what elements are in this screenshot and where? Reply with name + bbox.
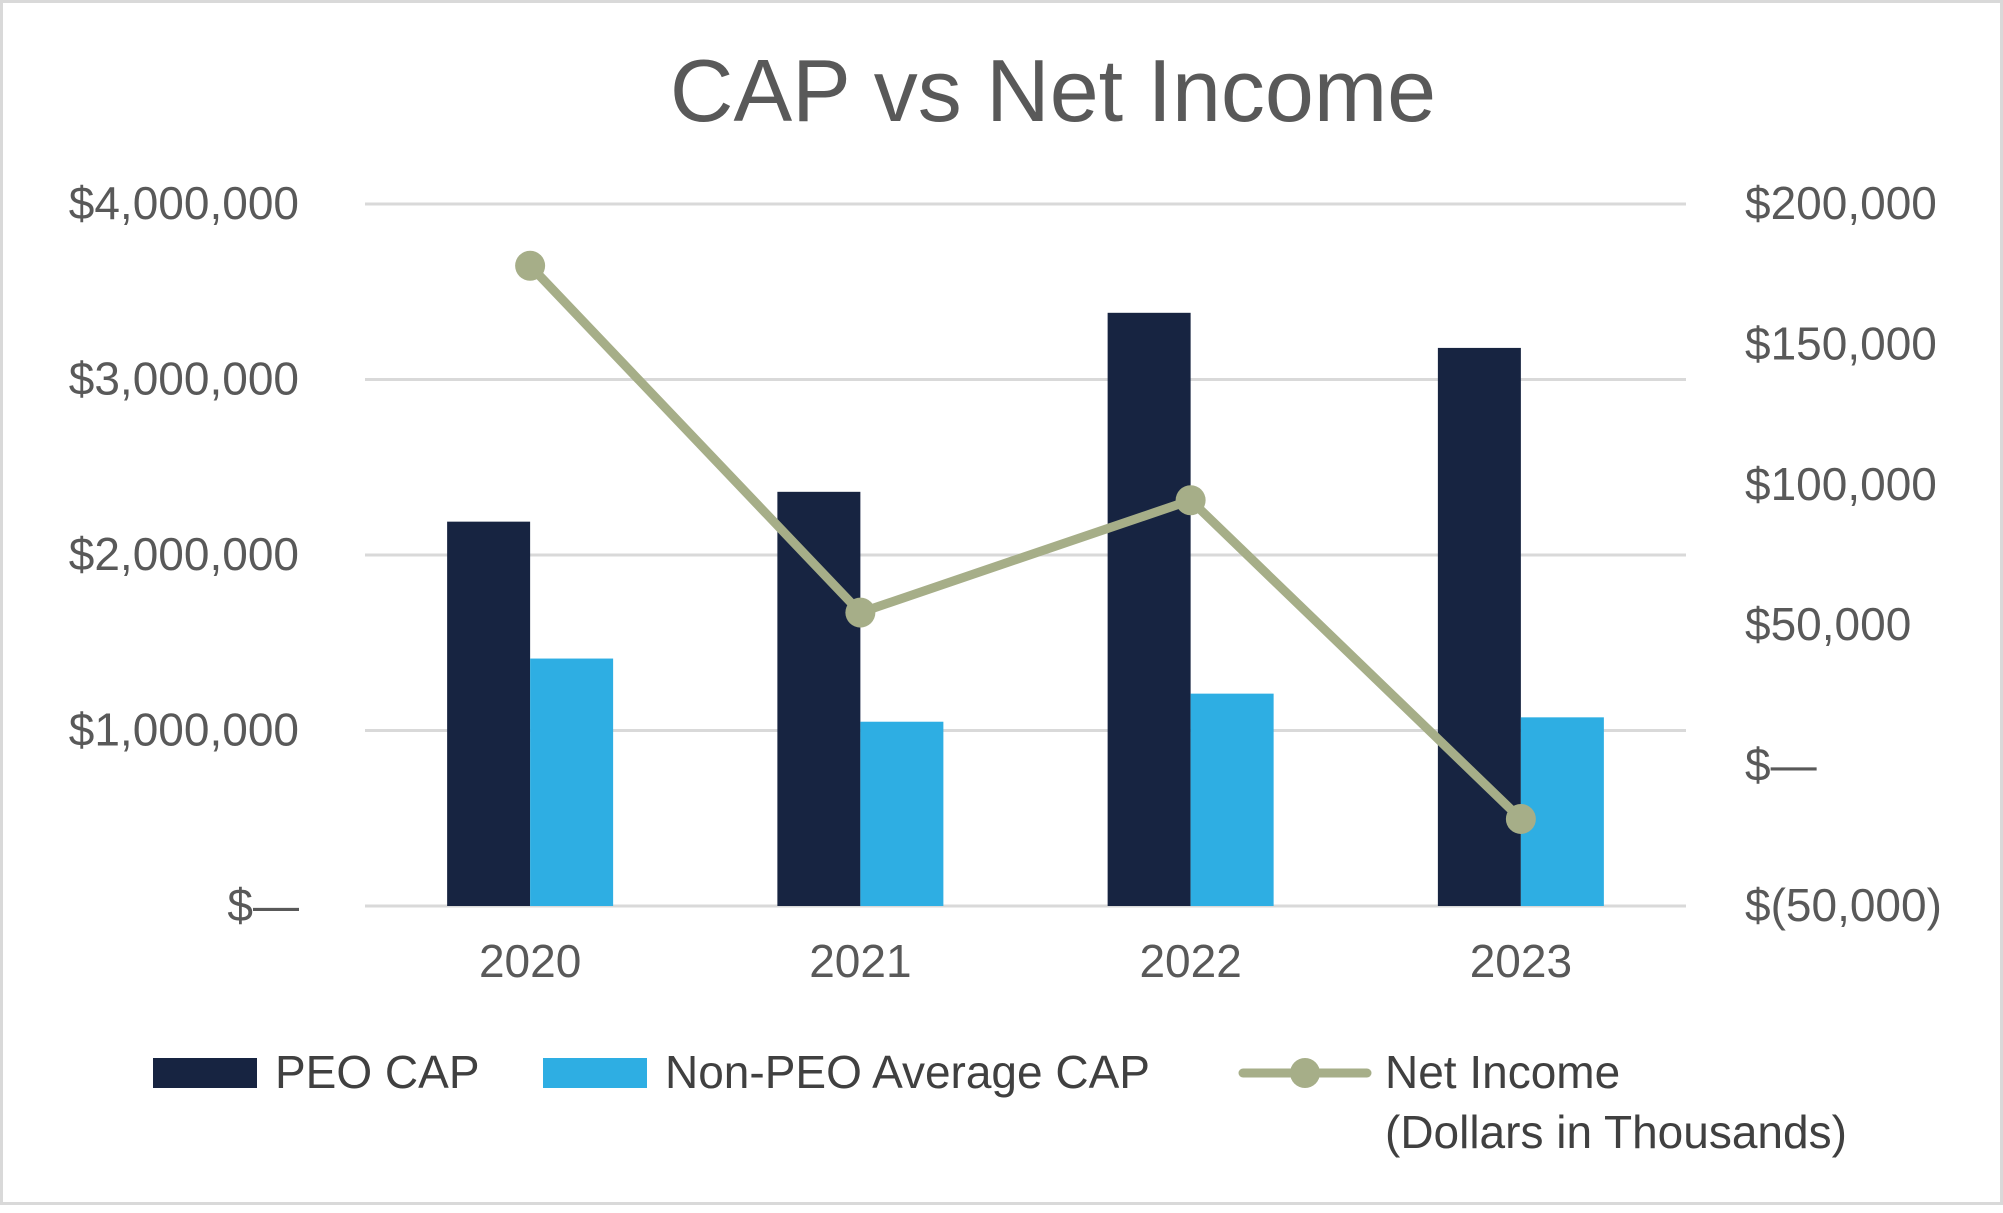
- legend-swatch-0: [153, 1058, 257, 1088]
- bars-layer: [447, 312, 1604, 906]
- bar-series-1-2023: [1520, 717, 1604, 906]
- y-left-tick-label-2: $2,000,000: [69, 528, 299, 580]
- y-left-tick-label-1: $1,000,000: [69, 704, 299, 756]
- y-left-tick-label-0: $—: [227, 879, 299, 931]
- y-right-tick-label-0: $(50,000): [1745, 879, 1942, 931]
- net-income-point-2023: [1505, 803, 1536, 834]
- x-axis: 2020 2021 2022 2023: [479, 935, 1572, 987]
- legend-swatch-marker-2: [1290, 1058, 1320, 1088]
- x-tick-label-2021: 2021: [809, 935, 911, 987]
- bar-series-1-2020: [530, 658, 614, 906]
- y-left-tick-label-4: $4,000,000: [69, 177, 299, 229]
- net-income-point-2022: [1175, 485, 1206, 516]
- y-right-tick-label-5: $200,000: [1745, 177, 1937, 229]
- legend-label-2: Net Income (Dollars in Thousands): [1385, 1046, 1847, 1158]
- y-right-tick-label-1: $—: [1745, 739, 1817, 791]
- chart-svg: CAP vs Net Income $— $1,000,000 $2,000,000…: [69, 41, 1942, 1158]
- net-income-point-2021: [845, 597, 876, 628]
- x-tick-label-2022: 2022: [1139, 935, 1241, 987]
- bar-series-0-2021: [777, 491, 861, 906]
- legend-label-1: Non-PEO Average CAP: [665, 1046, 1150, 1098]
- legend-item-0: PEO CAP: [153, 1046, 480, 1098]
- bar-series-1-2022: [1190, 693, 1274, 906]
- y-right-tick-label-3: $100,000: [1745, 458, 1937, 510]
- bar-series-0-2020: [447, 521, 531, 906]
- legend-item-1: Non-PEO Average CAP: [543, 1046, 1150, 1098]
- x-tick-label-2020: 2020: [479, 935, 581, 987]
- legend-item-2: Net Income (Dollars in Thousands): [1238, 1046, 1847, 1158]
- left-axis: $— $1,000,000 $2,000,000 $3,000,000 $4,000,0…: [69, 177, 299, 931]
- bar-series-0-2023: [1437, 347, 1521, 906]
- net-income-line: [525, 261, 1526, 824]
- x-tick-label-2023: 2023: [1470, 935, 1572, 987]
- bar-series-0-2022: [1107, 312, 1191, 906]
- y-right-tick-label-4: $150,000: [1745, 317, 1937, 369]
- legend: PEO CAP Non-PEO Average CAP Net Income (Dol…: [153, 1046, 1847, 1158]
- y-left-tick-label-3: $3,000,000: [69, 353, 299, 405]
- bar-series-1-2021: [860, 721, 944, 906]
- legend-swatch-1: [543, 1058, 647, 1088]
- y-right-tick-label-2: $50,000: [1745, 598, 1911, 650]
- right-axis: $(50,000) $— $50,000 $100,000 $150,000 $200,0…: [1745, 177, 1942, 931]
- line-layer: [515, 250, 1536, 834]
- chart-title: CAP vs Net Income: [670, 41, 1436, 140]
- legend-label-0: PEO CAP: [275, 1046, 480, 1098]
- net-income-point-2020: [515, 250, 546, 281]
